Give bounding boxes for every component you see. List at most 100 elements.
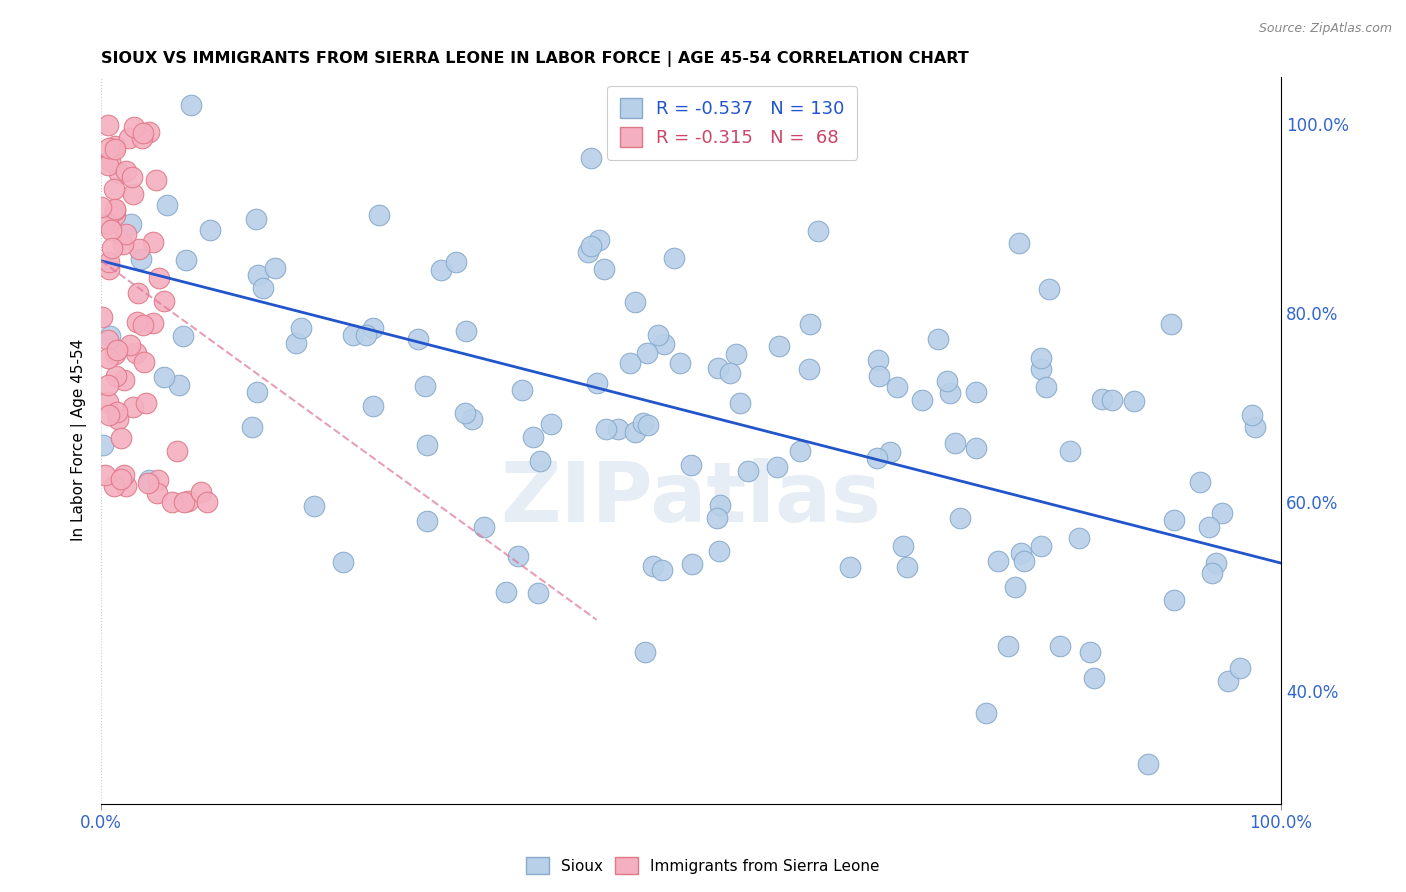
Point xyxy=(246,384,269,399)
Point xyxy=(104,208,127,222)
Point xyxy=(1012,554,1035,568)
Point xyxy=(97,351,120,366)
Point xyxy=(987,554,1010,568)
Point xyxy=(454,324,477,338)
Point xyxy=(1201,566,1223,581)
Point xyxy=(1211,506,1233,520)
Point xyxy=(647,327,669,342)
Point xyxy=(198,223,221,237)
Point xyxy=(939,385,962,400)
Point xyxy=(633,645,655,659)
Point xyxy=(145,173,167,187)
Point xyxy=(943,435,966,450)
Point xyxy=(579,151,602,165)
Point xyxy=(799,317,821,331)
Point xyxy=(167,377,190,392)
Point xyxy=(136,475,159,490)
Point xyxy=(367,208,389,222)
Point xyxy=(965,384,987,399)
Point xyxy=(707,544,730,558)
Point xyxy=(128,242,150,256)
Point xyxy=(98,261,121,276)
Point xyxy=(1059,443,1081,458)
Point xyxy=(131,131,153,145)
Point xyxy=(112,373,135,387)
Point xyxy=(100,223,122,237)
Point xyxy=(1160,318,1182,332)
Point xyxy=(285,335,308,350)
Point xyxy=(681,557,703,571)
Point xyxy=(103,478,125,492)
Point xyxy=(127,286,149,301)
Point xyxy=(245,211,267,226)
Point xyxy=(588,233,610,247)
Point xyxy=(1163,513,1185,527)
Point xyxy=(302,500,325,514)
Point xyxy=(195,494,218,508)
Point xyxy=(160,494,183,508)
Point xyxy=(127,315,149,329)
Point xyxy=(607,422,630,436)
Point xyxy=(98,154,121,169)
Point xyxy=(98,141,121,155)
Point xyxy=(997,639,1019,653)
Point xyxy=(132,127,155,141)
Point xyxy=(134,355,156,369)
Point xyxy=(1067,531,1090,545)
Point xyxy=(512,383,534,397)
Point xyxy=(125,346,148,360)
Point xyxy=(1123,393,1146,408)
Point xyxy=(737,464,759,478)
Point xyxy=(430,262,453,277)
Point xyxy=(91,438,114,452)
Point xyxy=(252,281,274,295)
Point xyxy=(90,310,112,324)
Point xyxy=(807,224,830,238)
Point xyxy=(104,142,127,156)
Point xyxy=(94,467,117,482)
Point xyxy=(122,400,145,414)
Point xyxy=(891,539,914,553)
Point xyxy=(361,320,384,334)
Point xyxy=(641,559,664,574)
Point xyxy=(1244,419,1267,434)
Point xyxy=(593,262,616,277)
Point xyxy=(105,343,128,357)
Point xyxy=(290,320,312,334)
Point xyxy=(112,236,135,251)
Point xyxy=(911,392,934,407)
Point xyxy=(1029,361,1052,376)
Point xyxy=(927,332,949,346)
Point xyxy=(664,251,686,265)
Point xyxy=(97,395,120,409)
Point xyxy=(1198,519,1220,533)
Point xyxy=(142,316,165,330)
Point xyxy=(866,450,889,465)
Point xyxy=(107,412,129,426)
Point xyxy=(576,244,599,259)
Point xyxy=(1083,671,1105,685)
Point xyxy=(619,356,641,370)
Point xyxy=(586,376,609,390)
Point xyxy=(416,438,439,452)
Point xyxy=(132,318,155,332)
Point xyxy=(1078,645,1101,659)
Point xyxy=(97,255,120,269)
Point xyxy=(1031,351,1053,365)
Point xyxy=(114,164,136,178)
Point xyxy=(454,406,477,420)
Point xyxy=(669,356,692,370)
Point xyxy=(976,706,998,720)
Point xyxy=(263,261,285,276)
Point xyxy=(342,327,364,342)
Point xyxy=(1229,661,1251,675)
Text: ZIPatlas: ZIPatlas xyxy=(501,458,882,539)
Point xyxy=(1163,592,1185,607)
Point xyxy=(768,339,790,353)
Point xyxy=(725,347,748,361)
Point xyxy=(104,346,127,360)
Point xyxy=(706,511,728,525)
Point xyxy=(896,560,918,574)
Point xyxy=(177,494,200,508)
Point xyxy=(101,241,124,255)
